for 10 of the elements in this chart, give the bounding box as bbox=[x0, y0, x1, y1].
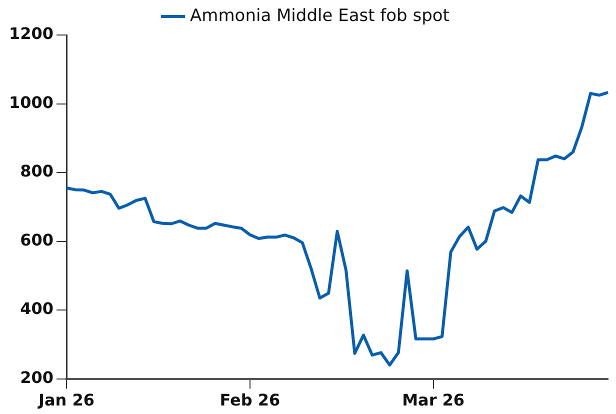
y-tick-label: 1000 bbox=[9, 92, 54, 112]
y-tick-label: 200 bbox=[20, 368, 54, 387]
x-tick-label: Mar 26 bbox=[402, 390, 465, 410]
x-tick-label: Feb 26 bbox=[220, 390, 280, 410]
x-tick-label: Jan 26 bbox=[38, 390, 95, 410]
y-tick-label: 1200 bbox=[9, 24, 54, 44]
y-tick-label: 400 bbox=[20, 299, 54, 318]
y-tick-label: 600 bbox=[20, 230, 54, 250]
y-tick-label: 800 bbox=[20, 162, 54, 181]
legend-label: Ammonia Middle East fob spot bbox=[190, 6, 450, 26]
